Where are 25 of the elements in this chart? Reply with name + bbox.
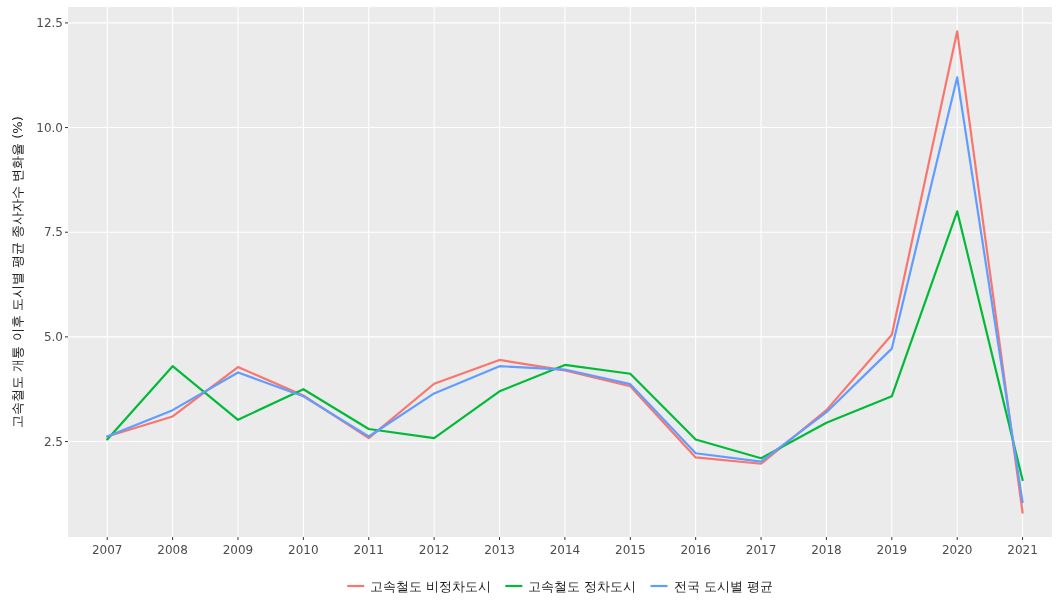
x-tick-label: 2021: [1007, 543, 1038, 557]
x-tick-label: 2015: [615, 543, 646, 557]
x-tick-label: 2014: [549, 543, 581, 557]
x-tick-label: 2018: [811, 543, 842, 557]
y-tick-label: 12.5: [36, 15, 63, 30]
x-tick-label: 2017: [745, 543, 777, 557]
x-tick-label: 2020: [941, 543, 973, 557]
x-tick-label: 2008: [157, 543, 188, 557]
y-axis-title: 고속철도 개통 이후 도시별 평균 종사자수 변화율 (%): [10, 116, 25, 428]
x-tick-label: 2012: [418, 543, 450, 557]
x-tick-label: 2010: [288, 543, 319, 557]
x-tick-label: 2009: [222, 543, 254, 557]
y-tick-label: 5.0: [43, 329, 63, 344]
legend-label: 고속철도 비정차도시: [370, 579, 492, 594]
y-tick-label: 2.5: [43, 434, 63, 449]
legend-label: 고속철도 정차도시: [528, 579, 637, 594]
y-tick-label: 7.5: [43, 225, 63, 240]
x-tick-label: 2013: [484, 543, 515, 557]
x-tick-label: 2007: [91, 543, 123, 557]
x-tick-label: 2011: [353, 543, 385, 557]
legend-label: 전국 도시별 평균: [673, 579, 773, 594]
y-tick-label: 10.0: [36, 120, 63, 135]
line-series: [106, 210, 1024, 482]
x-tick-label: 2019: [876, 543, 908, 557]
x-tick-label: 2016: [680, 543, 711, 557]
